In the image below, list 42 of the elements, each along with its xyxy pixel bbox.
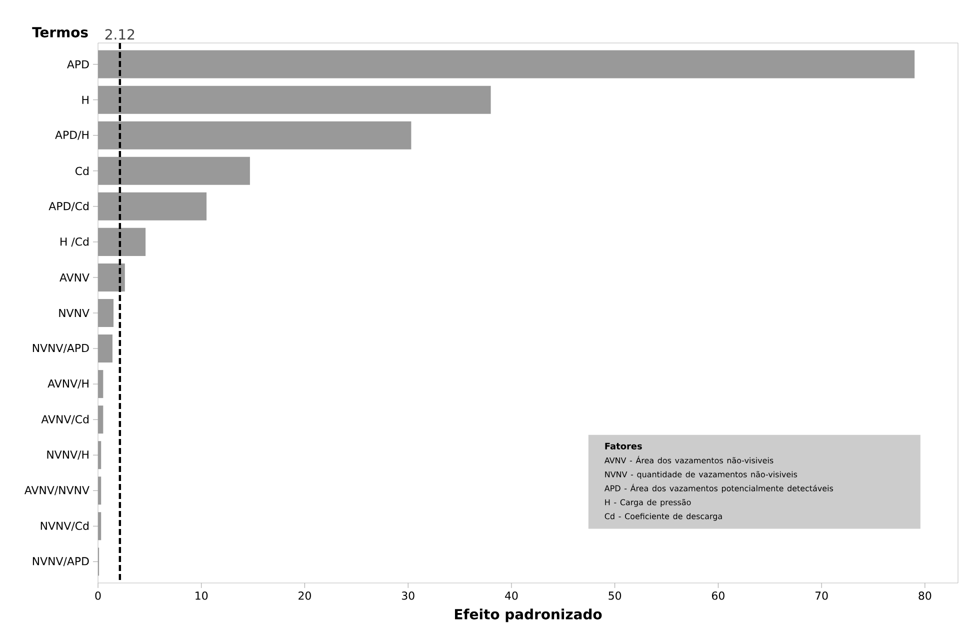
x-tick-label: 20: [298, 592, 311, 600]
x-axis-title: Efeito padronizado: [454, 608, 602, 622]
bar: [98, 370, 104, 398]
x-tick-label: 40: [505, 592, 518, 600]
bar: [98, 334, 112, 363]
y-tick-label: NVNV: [59, 309, 90, 317]
y-tick-label: H /Cd: [60, 237, 88, 247]
bar: [98, 228, 146, 256]
x-tick-label: 0: [95, 592, 101, 600]
y-tick-label: AVNV/Cd: [41, 414, 88, 424]
bar: [98, 263, 125, 292]
y-tick-label: NVNV/Cd: [40, 521, 88, 531]
annotation: Fatores: [605, 442, 642, 450]
y-tick-label: APD: [67, 60, 89, 68]
bar: [98, 406, 104, 434]
y-tick-label: APD/H: [55, 130, 88, 140]
bar: [98, 441, 102, 470]
bar: [98, 512, 102, 540]
y-tick-label: H: [82, 96, 88, 104]
x-tick-label: 10: [196, 592, 208, 600]
y-tick-label: NVNV/APD: [32, 557, 89, 566]
x-tick-label: 50: [608, 592, 622, 600]
bar: [98, 156, 250, 185]
x-tick-label: 80: [918, 592, 932, 600]
bar: [98, 192, 207, 220]
y-axis-title: Termos: [32, 27, 88, 38]
x-tick-label: 60: [712, 592, 724, 600]
y-tick-label: AVNV/NVNV: [24, 486, 90, 496]
ref-line-label: 2.12: [105, 29, 134, 40]
bar: [98, 50, 915, 78]
bar: [98, 86, 491, 114]
y-tick-label: Cd: [75, 166, 88, 176]
y-tick-label: APD/Cd: [48, 202, 88, 212]
bar: [98, 298, 114, 327]
bar: [98, 121, 412, 150]
y-tick-label: AVNV/H: [48, 380, 88, 389]
x-tick-label: 70: [815, 592, 828, 600]
y-tick-label: NVNV/H: [47, 450, 88, 460]
y-tick-label: AVNV: [60, 273, 90, 282]
bar: [98, 476, 102, 505]
y-tick-label: NVNV/APD: [32, 344, 89, 354]
x-tick-label: 30: [402, 592, 414, 600]
